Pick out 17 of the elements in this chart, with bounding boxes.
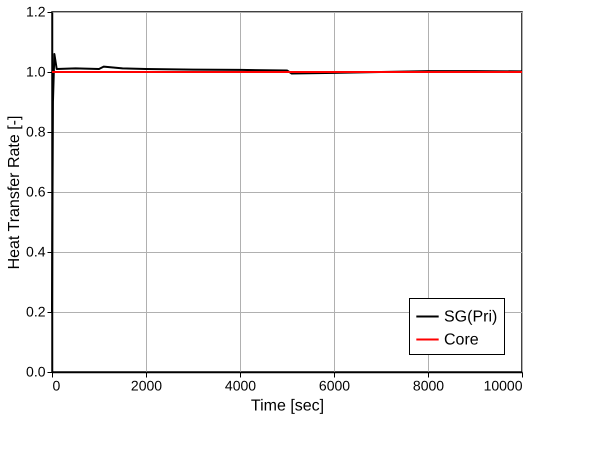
x-tick-label: 4000: [224, 378, 256, 394]
y-tick-label: 1.0: [26, 64, 46, 80]
x-tick-label: 8000: [412, 378, 444, 394]
x-tick-label: 2000: [130, 378, 162, 394]
y-tick-label: 0.6: [26, 184, 46, 200]
x-tick-label: 6000: [318, 378, 350, 394]
y-tick-label: 1.2: [26, 4, 46, 20]
y-tick-label: 0.8: [26, 124, 46, 140]
y-tick-label: 0.2: [26, 304, 46, 320]
y-axis-title: Heat Transfer Rate [-]: [6, 116, 24, 270]
x-axis-title: Time [sec]: [250, 398, 324, 414]
legend-label: SG(Pri): [444, 308, 498, 326]
y-tick-label: 0.4: [26, 244, 46, 260]
x-tick-label: 10000: [484, 378, 523, 394]
x-tick-label: 0: [52, 378, 60, 394]
y-tick-label: 0.0: [26, 364, 46, 380]
legend-label: Core: [444, 332, 479, 348]
